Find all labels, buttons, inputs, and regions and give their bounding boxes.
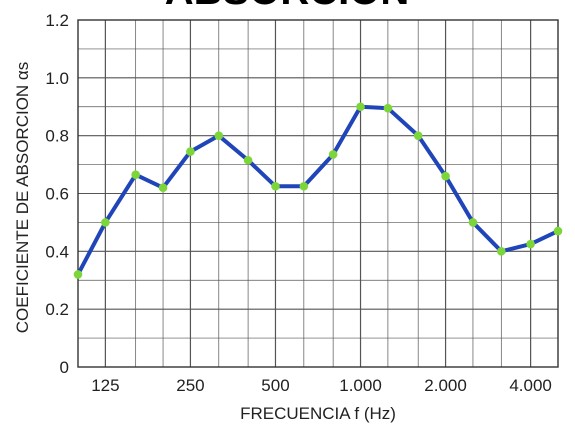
data-point (243, 155, 253, 165)
x-axis-ticks: 125 250 500 1.000 2.000 4.000 (91, 376, 552, 395)
data-point (73, 270, 83, 279)
x-tick-label: 2.000 (424, 376, 467, 395)
x-axis-label: FRECUENCIA f (Hz) (240, 404, 396, 423)
data-point (299, 181, 309, 191)
y-axis-label: COEFICIENTE DE ABSORCION αs (13, 62, 32, 333)
data-point (441, 171, 450, 181)
x-tick-label: 1.000 (339, 376, 382, 395)
x-tick-label: 125 (91, 376, 119, 395)
x-tick-label: 500 (261, 376, 289, 395)
y-tick-label: 0.8 (45, 127, 69, 146)
data-point (186, 147, 195, 156)
data-points (73, 102, 563, 279)
data-point (413, 131, 423, 140)
y-tick-label: 0.2 (45, 300, 69, 319)
data-point (526, 239, 535, 249)
x-tick-label: 4.000 (509, 376, 552, 395)
data-point (214, 131, 224, 140)
data-point (468, 218, 478, 227)
y-tick-label: 0.6 (45, 185, 69, 204)
data-point (158, 183, 168, 193)
y-tick-label: 1.2 (45, 11, 69, 30)
plot-frame (77, 19, 559, 368)
x-tick-label: 250 (176, 376, 204, 395)
y-axis-ticks: 0 0.2 0.4 0.6 0.8 1.0 1.2 (45, 11, 69, 377)
data-point (101, 218, 110, 227)
data-point (383, 103, 393, 113)
y-tick-label: 0 (60, 358, 69, 377)
y-tick-label: 0.4 (45, 242, 69, 261)
series-line (76, 104, 560, 277)
data-point (271, 181, 280, 191)
data-point (328, 150, 338, 159)
y-tick-label: 1.0 (45, 69, 69, 88)
data-point (497, 247, 506, 256)
data-point (131, 170, 140, 180)
chart-title: ABSORCIÓN (165, 0, 409, 13)
data-point (553, 226, 563, 236)
grid-lines (77, 19, 559, 368)
data-point (356, 102, 365, 112)
